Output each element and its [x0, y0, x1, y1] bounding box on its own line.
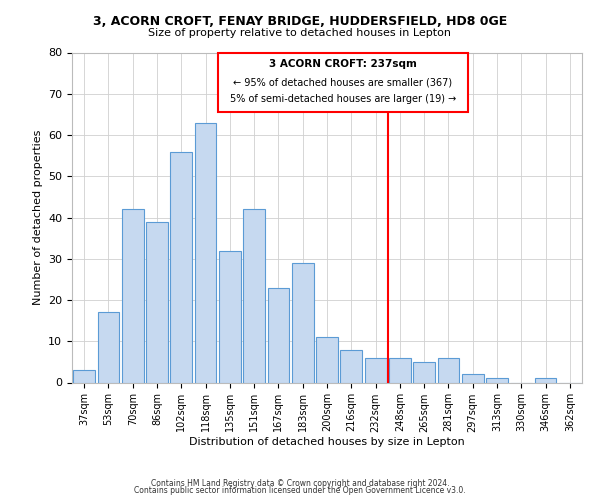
Bar: [316, 337, 338, 382]
Bar: [170, 152, 192, 382]
FancyBboxPatch shape: [218, 52, 468, 112]
Text: Size of property relative to detached houses in Lepton: Size of property relative to detached ho…: [149, 28, 452, 38]
Bar: [413, 362, 435, 382]
Bar: [340, 350, 362, 382]
Bar: [437, 358, 460, 382]
Bar: [365, 358, 386, 382]
Bar: [292, 263, 314, 382]
X-axis label: Distribution of detached houses by size in Lepton: Distribution of detached houses by size …: [189, 437, 465, 447]
Bar: [535, 378, 556, 382]
Bar: [194, 122, 217, 382]
Text: 3 ACORN CROFT: 237sqm: 3 ACORN CROFT: 237sqm: [269, 58, 417, 68]
Bar: [73, 370, 95, 382]
Text: Contains public sector information licensed under the Open Government Licence v3: Contains public sector information licen…: [134, 486, 466, 495]
Bar: [122, 209, 143, 382]
Bar: [389, 358, 411, 382]
Bar: [146, 222, 168, 382]
Bar: [243, 209, 265, 382]
Bar: [486, 378, 508, 382]
Text: 5% of semi-detached houses are larger (19) →: 5% of semi-detached houses are larger (1…: [230, 94, 456, 104]
Text: 3, ACORN CROFT, FENAY BRIDGE, HUDDERSFIELD, HD8 0GE: 3, ACORN CROFT, FENAY BRIDGE, HUDDERSFIE…: [93, 15, 507, 28]
Text: Contains HM Land Registry data © Crown copyright and database right 2024.: Contains HM Land Registry data © Crown c…: [151, 478, 449, 488]
Bar: [97, 312, 119, 382]
Y-axis label: Number of detached properties: Number of detached properties: [32, 130, 43, 305]
Bar: [462, 374, 484, 382]
Text: ← 95% of detached houses are smaller (367): ← 95% of detached houses are smaller (36…: [233, 77, 452, 87]
Bar: [219, 250, 241, 382]
Bar: [268, 288, 289, 382]
